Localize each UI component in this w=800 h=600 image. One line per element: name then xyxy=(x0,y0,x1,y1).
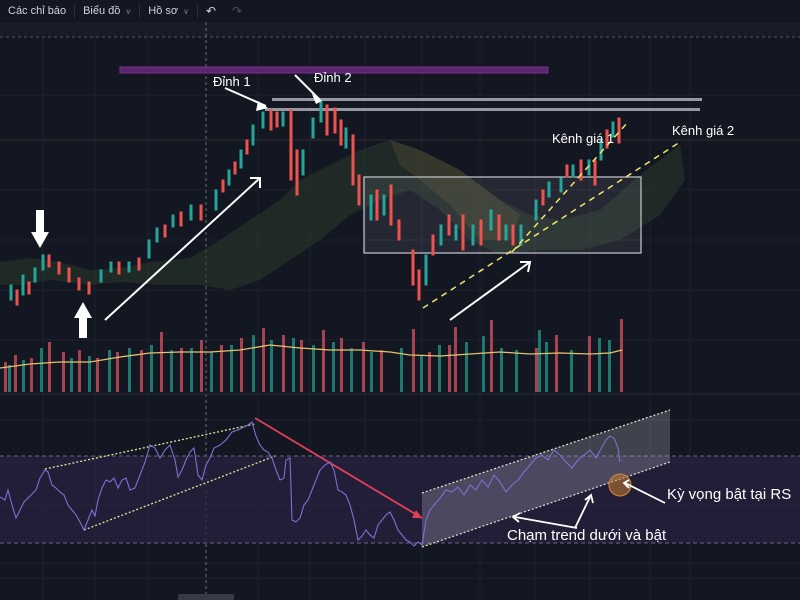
trend-arrow-icon xyxy=(412,510,422,518)
undo-button[interactable]: ↶ xyxy=(198,0,224,22)
top-toolbar: Các chỉ báo Biểu đồ ∨ Hồ sơ ∨ ↶ ↷ xyxy=(0,0,800,22)
chart-canvas[interactable] xyxy=(0,22,800,600)
peak-2-label: Đỉnh 2 xyxy=(314,70,352,85)
chart-menu-button[interactable]: Biểu đồ ∨ xyxy=(75,0,139,22)
arrow-up-icon xyxy=(74,302,92,338)
redo-icon: ↷ xyxy=(232,4,243,18)
chevron-down-icon: ∨ xyxy=(183,6,189,16)
arrow-head-icon xyxy=(312,94,322,104)
rsi-channel-upper xyxy=(421,409,671,494)
price-channel-1-line xyxy=(511,121,629,253)
resistance-zone xyxy=(119,66,549,74)
toolbar-divider xyxy=(139,4,141,18)
peak-line-upper xyxy=(272,98,702,101)
ichimoku-cloud-bearish xyxy=(390,140,520,240)
channel-1-label: Kênh giá 1 xyxy=(552,131,615,146)
chevron-down-icon: ∨ xyxy=(125,6,132,16)
redo-button[interactable]: ↷ xyxy=(224,0,250,22)
toolbar-divider xyxy=(196,4,198,18)
price-channel-2-line xyxy=(422,141,681,309)
volume-bars xyxy=(0,319,623,392)
rsi-line xyxy=(0,421,621,547)
toolbar-divider xyxy=(74,4,76,18)
channel-2-label: Kênh giá 2 xyxy=(672,123,735,138)
rsi-expect-label: Kỳ vọng bật tại RS xyxy=(667,486,792,503)
peak-line-lower xyxy=(265,108,700,111)
peak-1-label: Đỉnh 1 xyxy=(213,74,251,89)
rsi-channel-box xyxy=(422,410,670,547)
profile-menu-button[interactable]: Hồ sơ ∨ xyxy=(140,0,197,22)
candlesticks xyxy=(9,101,621,306)
undo-icon: ↶ xyxy=(205,4,217,18)
consolidation-box xyxy=(363,176,642,254)
volume-ma-line xyxy=(0,344,623,369)
rsi-downtrend-line xyxy=(254,417,423,519)
arrow-head-icon xyxy=(256,101,268,111)
chart-menu-label: Biểu đồ xyxy=(83,5,121,17)
legend-strip xyxy=(0,22,800,36)
rsi-annotation-arrows xyxy=(511,479,666,529)
indicators-button[interactable]: Các chỉ báo xyxy=(0,0,74,22)
signal-arrows xyxy=(31,94,322,338)
indicators-label: Các chỉ báo xyxy=(8,5,67,17)
rsi-touch-label: Chạm trend dưới và bật xyxy=(507,527,667,544)
rsi-band xyxy=(0,456,800,543)
arrow-down-icon xyxy=(31,210,49,248)
profile-menu-label: Hồ sơ xyxy=(148,5,179,17)
time-scroll-handle[interactable] xyxy=(178,594,234,600)
